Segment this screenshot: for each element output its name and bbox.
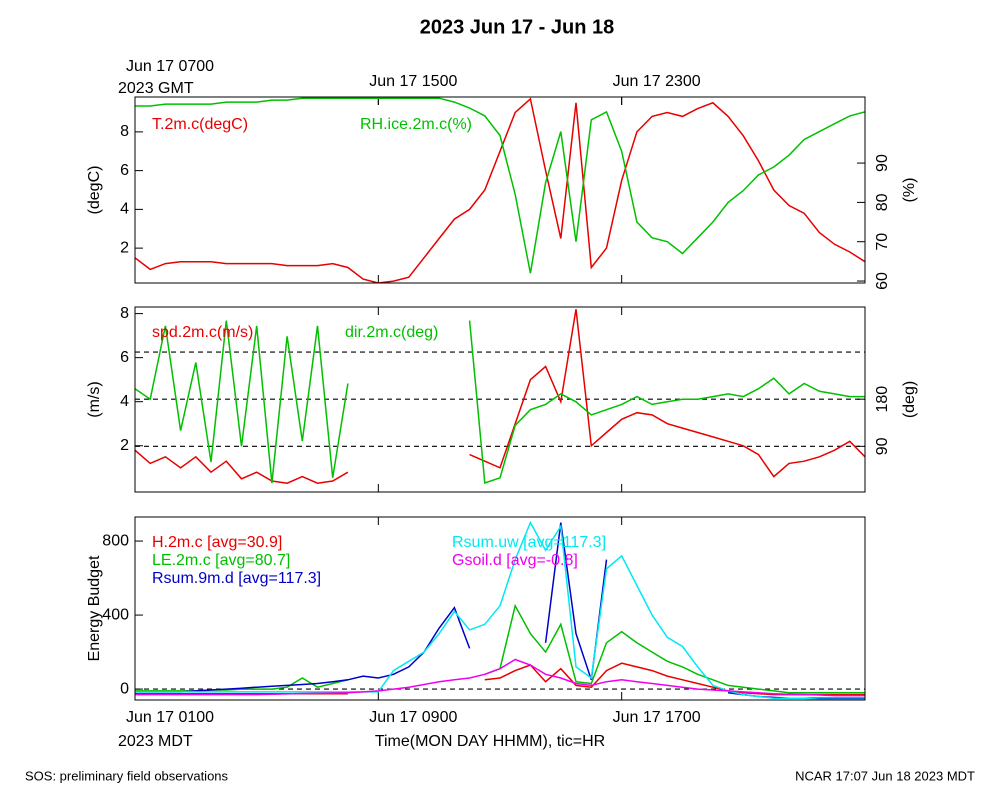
y2-tick-label: 180 [874,386,891,413]
data-line [135,97,865,274]
y-tick-label: 8 [120,305,129,322]
y-tick-label: 8 [120,123,129,140]
chart-title: 2023 Jun 17 - Jun 18 [420,16,615,38]
legend-label: Rsum.9m.d [avg=117.3] [152,570,321,587]
x-tick-label: Jun 17 2300 [613,73,701,90]
y-axis-label: Energy Budget [86,555,103,661]
legend-label: H.2m.c [avg=30.9] [152,534,282,551]
legend-label: spd.2m.c(m/s) [152,324,253,341]
y-tick-label: 0 [120,680,129,697]
y-axis-label: (degC) [86,166,103,215]
legend-label: Gsoil.d [avg=-0.8] [452,552,578,569]
x-tick-label: Jun 17 0900 [369,709,457,726]
legend-label: LE.2m.c [avg=80.7] [152,552,290,569]
legend-label: RH.ice.2m.c(%) [360,116,472,133]
y-tick-label: 2 [120,437,129,454]
x-tick-label: Jun 17 1500 [369,73,457,90]
x-tick-label: Jun 17 0700 [126,58,214,75]
y-tick-label: 800 [102,532,129,549]
series-group [135,97,865,283]
y-tick-label: 4 [120,393,129,410]
y-tick-label: 4 [120,201,129,218]
y2-axis-label: (deg) [901,381,918,418]
data-line [135,658,865,697]
data-line [135,520,865,700]
series-group [135,520,865,700]
y2-tick-label: 90 [874,437,891,455]
y-axis-label: (m/s) [86,381,103,417]
y2-tick-label: 60 [874,272,891,290]
data-line [135,97,865,283]
legend-label: Rsum.uw [avg=117.3] [452,534,606,551]
x-tick-label: Jun 17 1700 [613,709,701,726]
y2-tick-label: 80 [874,193,891,211]
y2-axis-label: (%) [901,178,918,203]
plot-frame [134,516,866,701]
y-tick-label: 6 [120,349,129,366]
plot-frame [134,96,866,284]
x-tick-label: Jun 17 0100 [126,709,214,726]
footer-left: SOS: preliminary field observations [25,768,229,783]
footer-right: NCAR 17:07 Jun 18 2023 MDT [795,768,975,783]
x-note: 2023 MDT [118,733,193,750]
plot-frame [134,306,866,493]
y2-tick-label: 90 [874,154,891,172]
x2-note: 2023 GMT [118,80,194,97]
legend-label: dir.2m.c(deg) [345,324,438,341]
legend-label: T.2m.c(degC) [152,116,248,133]
y-tick-label: 6 [120,162,129,179]
y-tick-label: 400 [102,606,129,623]
y2-tick-label: 70 [874,233,891,251]
x-axis-label: Time(MON DAY HHMM), tic=HR [375,733,605,750]
y-tick-label: 2 [120,239,129,256]
series-group [135,309,865,485]
data-line [135,309,865,484]
data-line [135,320,865,485]
